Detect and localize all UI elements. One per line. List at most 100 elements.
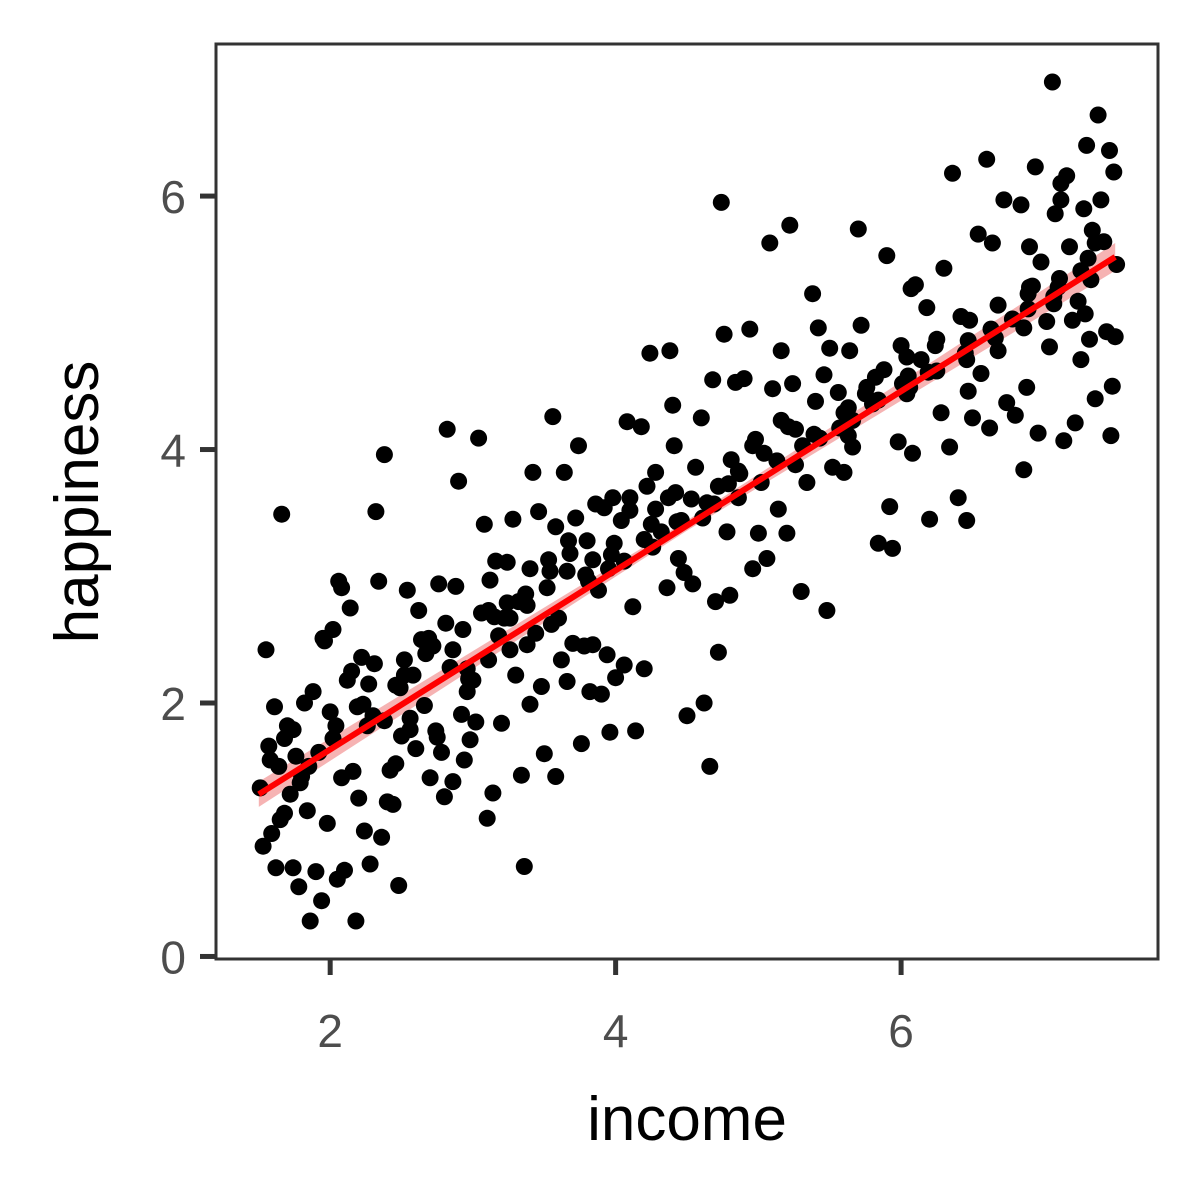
data-point	[647, 463, 665, 481]
data-point	[341, 599, 359, 617]
data-point	[1012, 196, 1030, 214]
data-point	[478, 809, 496, 827]
data-point	[829, 384, 847, 401]
data-point	[1046, 205, 1064, 223]
data-point	[257, 641, 275, 659]
data-point	[420, 629, 438, 647]
data-point	[355, 822, 373, 840]
data-point	[772, 342, 790, 360]
data-point	[718, 523, 736, 541]
data-point	[318, 814, 336, 832]
data-point	[1021, 238, 1038, 256]
data-point	[935, 259, 953, 277]
data-point	[761, 234, 779, 252]
data-point	[1106, 328, 1124, 346]
data-point	[707, 593, 724, 611]
data-point	[454, 621, 472, 638]
data-point	[809, 319, 827, 337]
data-point	[932, 404, 950, 422]
data-point	[540, 551, 558, 569]
data-point	[542, 615, 560, 633]
data-point	[547, 768, 565, 785]
data-point	[1038, 313, 1056, 330]
data-point	[889, 433, 907, 451]
data-point	[475, 515, 493, 533]
data-point	[792, 583, 810, 600]
data-point	[849, 220, 867, 238]
data-point	[1052, 191, 1070, 209]
y-tick-label: 2	[160, 678, 186, 730]
data-point	[1006, 406, 1024, 424]
data-point	[598, 646, 616, 664]
data-point	[521, 560, 539, 578]
data-point	[327, 717, 345, 735]
data-point	[621, 489, 639, 507]
data-point	[398, 581, 416, 599]
data-point	[618, 413, 636, 431]
data-point	[467, 713, 485, 731]
data-point	[370, 572, 388, 590]
data-point	[515, 858, 533, 875]
data-point	[1092, 191, 1110, 209]
data-point	[841, 342, 859, 360]
data-point	[741, 320, 759, 338]
data-point	[1076, 305, 1094, 323]
data-point	[1032, 253, 1050, 271]
data-point	[455, 751, 473, 769]
data-point	[544, 408, 562, 426]
data-point	[669, 550, 687, 567]
x-axis-title: income	[587, 1085, 787, 1154]
data-point	[287, 747, 305, 765]
data-point	[818, 602, 836, 619]
data-point	[291, 774, 309, 792]
data-point	[709, 477, 727, 495]
data-point	[1103, 377, 1121, 395]
data-point	[1015, 461, 1033, 479]
data-point	[384, 795, 402, 813]
data-point	[715, 325, 733, 343]
data-point	[989, 296, 1007, 314]
data-point	[835, 463, 853, 481]
data-point	[701, 757, 719, 775]
data-point	[350, 789, 368, 807]
data-point	[995, 191, 1013, 209]
data-point	[961, 311, 979, 329]
x-axis: 2 4 6	[317, 959, 914, 1057]
data-point	[498, 553, 516, 571]
data-point	[884, 539, 901, 557]
x-tick-label: 6	[888, 1005, 914, 1057]
data-point	[538, 579, 556, 597]
data-point	[684, 575, 702, 593]
data-point	[744, 437, 762, 455]
data-point	[301, 912, 319, 930]
y-tick-label: 6	[160, 171, 186, 223]
data-point	[659, 489, 677, 507]
data-point	[1102, 427, 1120, 445]
data-point	[998, 394, 1016, 412]
data-point	[758, 550, 776, 567]
data-point	[584, 636, 602, 654]
data-point	[856, 385, 874, 403]
data-point	[444, 641, 462, 659]
data-point	[276, 804, 293, 822]
data-point	[658, 579, 676, 597]
data-point	[343, 662, 361, 680]
data-point	[313, 892, 331, 910]
data-point	[664, 396, 682, 414]
data-point	[601, 723, 619, 741]
data-point	[504, 510, 522, 528]
data-point	[347, 912, 365, 930]
data-point	[290, 878, 308, 896]
data-point	[1101, 142, 1118, 159]
data-point	[430, 575, 448, 593]
data-point	[615, 656, 633, 674]
data-point	[450, 472, 468, 490]
data-point	[461, 731, 479, 749]
data-point	[1051, 270, 1068, 287]
data-point	[964, 409, 981, 427]
data-point	[584, 551, 602, 569]
data-point	[692, 409, 710, 427]
data-point	[415, 697, 433, 714]
data-point	[1052, 174, 1070, 192]
data-point	[484, 784, 502, 802]
